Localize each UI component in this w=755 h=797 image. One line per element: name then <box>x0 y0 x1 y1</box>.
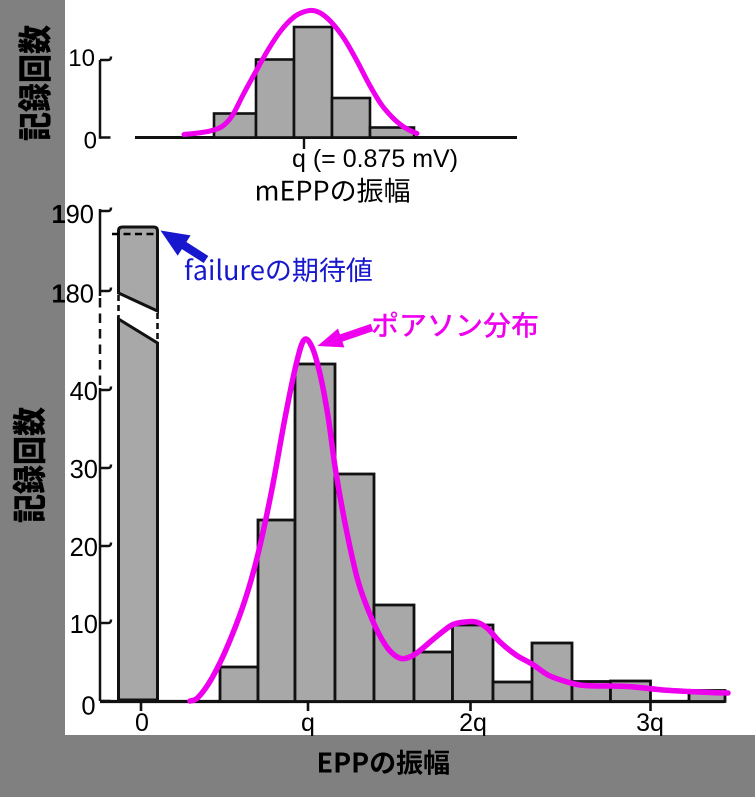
svg-text:10: 10 <box>70 611 98 639</box>
svg-text:30: 30 <box>70 456 98 484</box>
svg-text:q: q <box>301 709 315 737</box>
svg-text:10: 10 <box>68 45 95 72</box>
svg-text:20: 20 <box>70 534 98 562</box>
svg-text:0: 0 <box>81 693 95 721</box>
svg-text:0: 0 <box>135 709 149 737</box>
svg-text:0: 0 <box>84 128 97 155</box>
svg-text:190: 190 <box>51 201 94 229</box>
svg-text:3q: 3q <box>636 709 664 737</box>
svg-text:180: 180 <box>51 281 94 309</box>
svg-text:40: 40 <box>70 378 98 406</box>
svg-text:q (= 0.875 mV): q (= 0.875 mV) <box>292 145 458 173</box>
svg-text:2q: 2q <box>459 709 487 737</box>
